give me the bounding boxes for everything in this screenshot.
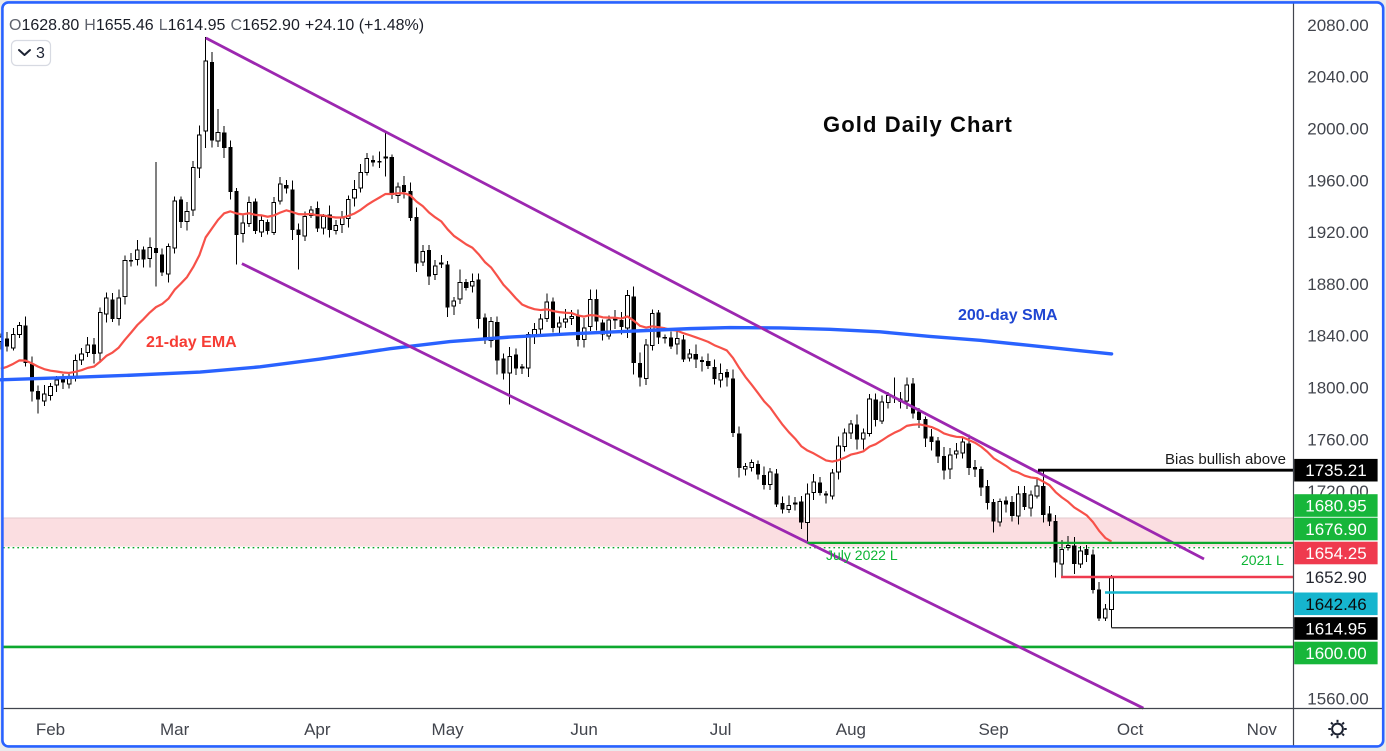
svg-text:1560.00: 1560.00 [1307,690,1368,709]
svg-text:2040.00: 2040.00 [1307,68,1368,87]
svg-text:1600.00: 1600.00 [1305,644,1366,663]
svg-text:1920.00: 1920.00 [1307,223,1368,242]
svg-text:1760.00: 1760.00 [1307,430,1368,449]
svg-text:1680.95: 1680.95 [1305,497,1366,516]
svg-text:1642.46: 1642.46 [1305,595,1366,614]
svg-text:Gold Daily Chart: Gold Daily Chart [823,112,1013,137]
svg-text:Bias bullish above: Bias bullish above [1165,451,1286,468]
svg-text:Sep: Sep [978,720,1008,739]
svg-text:1880.00: 1880.00 [1307,275,1368,294]
svg-text:1614.95: 1614.95 [1305,620,1366,639]
svg-text:Jun: Jun [570,720,597,739]
svg-text:21-day EMA: 21-day EMA [146,334,237,351]
svg-text:1800.00: 1800.00 [1307,379,1368,398]
svg-text:July 2022 L: July 2022 L [826,547,898,563]
svg-text:Jul: Jul [710,720,732,739]
svg-text:2021 L: 2021 L [1241,552,1284,568]
svg-text:3: 3 [36,45,45,62]
svg-text:Mar: Mar [160,720,190,739]
svg-text:1735.21: 1735.21 [1305,461,1366,480]
svg-text:Apr: Apr [304,720,331,739]
svg-text:1654.25: 1654.25 [1305,544,1366,563]
svg-text:Nov: Nov [1247,720,1278,739]
svg-text:Feb: Feb [36,720,65,739]
svg-text:1840.00: 1840.00 [1307,327,1368,346]
svg-text:Aug: Aug [836,720,866,739]
svg-text:1676.90: 1676.90 [1305,520,1366,539]
svg-text:200-day SMA: 200-day SMA [958,307,1058,324]
svg-text:Oct: Oct [1117,720,1144,739]
svg-text:1652.90: 1652.90 [1305,568,1366,587]
svg-text:2000.00: 2000.00 [1307,119,1368,138]
svg-text:May: May [432,720,465,739]
svg-text:2080.00: 2080.00 [1307,16,1368,35]
svg-text:1960.00: 1960.00 [1307,171,1368,190]
